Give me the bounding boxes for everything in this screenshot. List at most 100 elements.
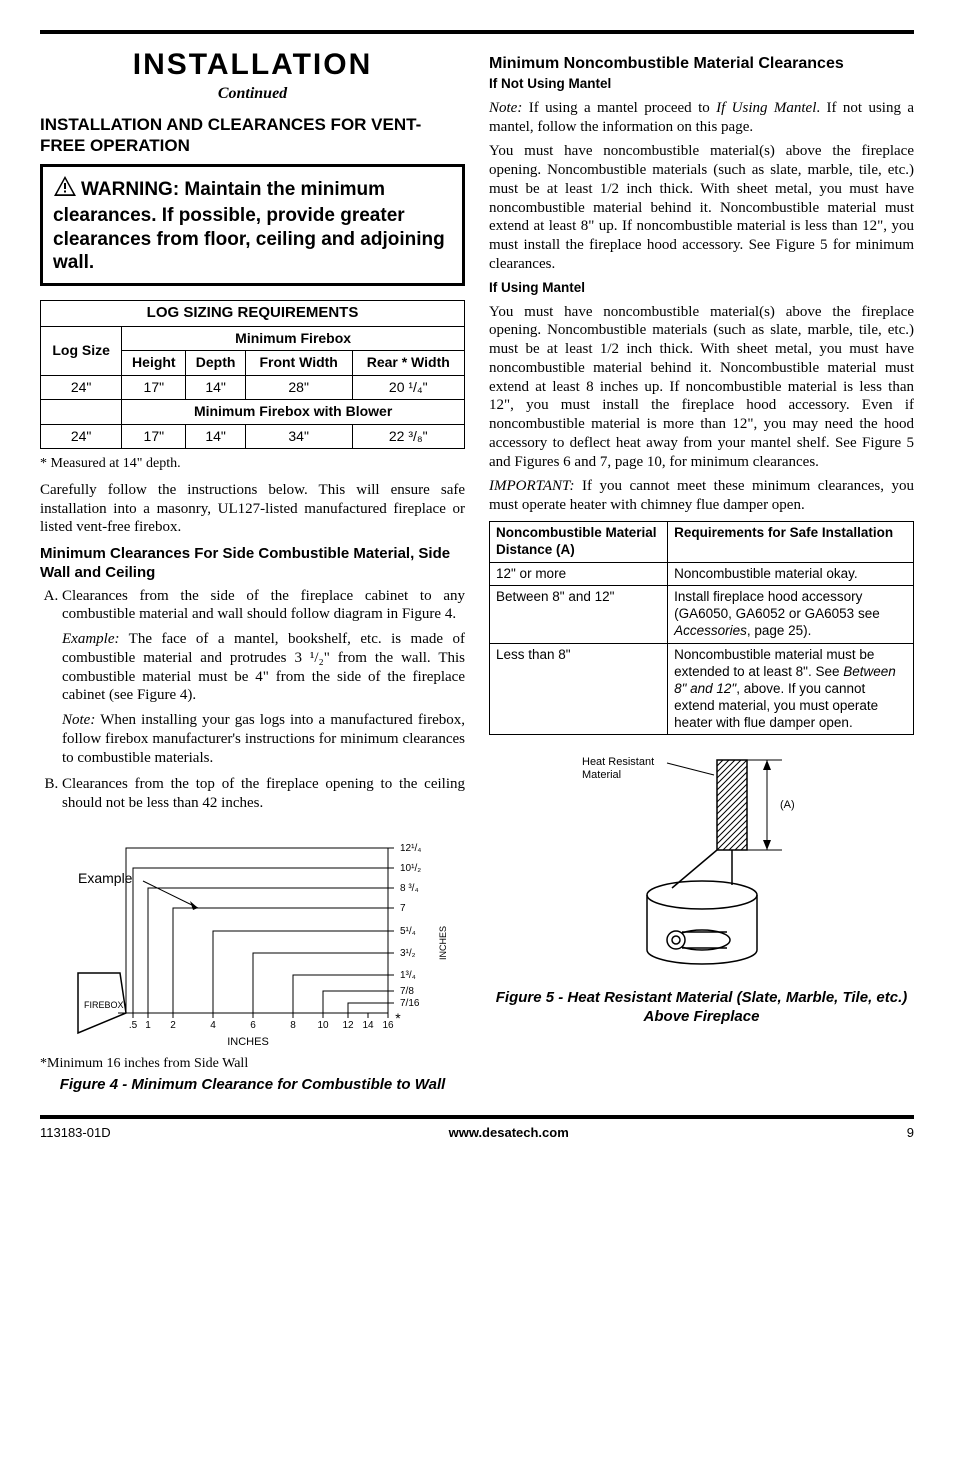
page-title: INSTALLATION — [40, 46, 465, 84]
rh-sub2: If Using Mantel — [489, 280, 914, 297]
req-r3a: Less than 8" — [490, 644, 668, 735]
requirements-table: Noncombustible Material Distance (A) Req… — [489, 521, 914, 736]
example-lead: Example: — [62, 631, 119, 647]
th-front: Front Width — [245, 351, 352, 376]
subhead-clearances: Minimum Clearances For Side Combustible … — [40, 545, 465, 583]
footer-center: www.desatech.com — [449, 1125, 569, 1141]
figure-4-svg: FIREBOX .5 1 2 — [48, 823, 458, 1053]
r1-height: 17" — [122, 375, 186, 400]
r1-front: 28" — [245, 375, 352, 400]
figure-4-caption: Figure 4 - Minimum Clearance for Combust… — [40, 1076, 465, 1095]
left-column: INSTALLATION Continued INSTALLATION AND … — [40, 46, 465, 1095]
log-table-title: LOG SIZING REQUIREMENTS — [41, 301, 465, 327]
table-footnote: * Measured at 14" depth. — [40, 455, 465, 473]
yt5: 3¹/₂ — [400, 948, 416, 959]
note-body: When installing your gas logs into a man… — [62, 712, 465, 766]
yt4: 5¹/₄ — [400, 926, 416, 937]
right-column: Minimum Noncombustible Material Clearanc… — [489, 46, 914, 1095]
fig5-a-label: (A) — [780, 799, 795, 811]
figure-5-caption: Figure 5 - Heat Resistant Material (Slat… — [489, 989, 914, 1027]
req-r2a: Between 8" and 12" — [490, 586, 668, 644]
xt-star: * — [395, 1010, 401, 1026]
fig4-firebox-label: FIREBOX — [84, 1000, 124, 1010]
rh-p2: You must have noncombustible material(s)… — [489, 142, 914, 273]
r2-height: 17" — [122, 424, 186, 449]
req-r2b-ital: Accessories — [674, 623, 747, 638]
req-r1a: 12" or more — [490, 562, 668, 586]
blower-spacer — [41, 400, 122, 425]
list-item-a: Clearances from the side of the fireplac… — [62, 587, 465, 768]
r2-front: 34" — [245, 424, 352, 449]
li-a-text: Clearances from the side of the fireplac… — [62, 588, 465, 623]
req-r3b: Noncombustible material must be extended… — [668, 644, 914, 735]
section-heading: INSTALLATION AND CLEARANCES FOR VENT-FRE… — [40, 114, 465, 157]
example-body: The face of a mantel, bookshelf, etc. is… — [62, 631, 465, 703]
note-lead: Note: — [62, 712, 95, 728]
yt2: 8 ³/₄ — [400, 883, 419, 894]
yt3: 7 — [400, 903, 406, 914]
log-sizing-table: LOG SIZING REQUIREMENTS Log Size Minimum… — [40, 300, 465, 449]
rh-p3: You must have noncombustible material(s)… — [489, 303, 914, 472]
rh-note-p: Note: If using a mantel proceed to If Us… — [489, 99, 914, 137]
xt5: 8 — [290, 1020, 296, 1031]
footer-left: 113183-01D — [40, 1125, 111, 1141]
rh-note-lead: Note: — [489, 100, 522, 116]
r1-depth: 14" — [186, 375, 245, 400]
xt2: 2 — [170, 1020, 176, 1031]
r1-size: 24" — [41, 375, 122, 400]
continued-label: Continued — [40, 84, 465, 104]
yt7: 7/8 — [400, 986, 414, 997]
rh-note-a: If using a mantel proceed to — [522, 100, 716, 116]
warning-box: WARNING: Maintain the minimum clearances… — [40, 164, 465, 286]
page-footer: 113183-01D www.desatech.com 9 — [40, 1125, 914, 1141]
warning-text: WARNING: Maintain the minimum clearances… — [53, 179, 445, 273]
req-r1b: Noncombustible material okay. — [668, 562, 914, 586]
two-column-layout: INSTALLATION Continued INSTALLATION AND … — [40, 46, 914, 1095]
rule-top — [40, 30, 914, 34]
yt0: 12¹/₄ — [400, 843, 421, 854]
th-log-size: Log Size — [41, 326, 122, 375]
xt7: 12 — [342, 1020, 354, 1031]
th-depth: Depth — [186, 351, 245, 376]
th-blower: Minimum Firebox with Blower — [122, 400, 465, 425]
list-item-b: Clearances from the top of the fireplace… — [62, 775, 465, 813]
fig4-example-label: Example — [78, 870, 133, 886]
yt6: 1³/₄ — [400, 970, 416, 981]
fig4-y-axis: INCHES — [438, 926, 448, 960]
yt8: 7/16 — [400, 998, 420, 1009]
req-r2b-a: Install fireplace hood accessory (GA6050… — [674, 589, 880, 621]
req-r2b-tail: , page 25). — [747, 623, 812, 638]
r2-depth: 14" — [186, 424, 245, 449]
fig4-min-note: *Minimum 16 inches from Side Wall — [40, 1055, 465, 1073]
req-r2b: Install fireplace hood accessory (GA6050… — [668, 586, 914, 644]
fig5-hr-label2: Material — [582, 769, 621, 781]
req-h1: Noncombustible Material Distance (A) — [490, 521, 668, 562]
rule-bottom — [40, 1115, 914, 1119]
xt1: 1 — [145, 1020, 151, 1031]
r1-rear: 20 ¹/₄" — [352, 375, 464, 400]
figure-5-svg: (A) Heat Resistant Material — [552, 745, 852, 985]
yt1: 10¹/₂ — [400, 863, 421, 874]
clearance-list: Clearances from the side of the fireplac… — [40, 587, 465, 813]
th-height: Height — [122, 351, 186, 376]
rh-head: Minimum Noncombustible Material Clearanc… — [489, 54, 914, 74]
req-h2: Requirements for Safe Installation — [668, 521, 914, 562]
rh-sub1: If Not Using Mantel — [489, 76, 914, 93]
fig5-hr-label1: Heat Resistant — [582, 756, 654, 768]
xt8: 14 — [362, 1020, 374, 1031]
intro-paragraph: Carefully follow the instructions below.… — [40, 481, 465, 537]
rh-imp-lead: IMPORTANT: — [489, 478, 575, 494]
footer-right: 9 — [907, 1125, 914, 1141]
xt0: .5 — [128, 1020, 137, 1031]
th-rear: Rear * Width — [352, 351, 464, 376]
example-block: Example: The face of a mantel, bookshelf… — [62, 630, 465, 705]
xt4: 6 — [250, 1020, 256, 1031]
r2-rear: 22 ³/₈" — [352, 424, 464, 449]
r2-size: 24" — [41, 424, 122, 449]
rh-note-ital: If Using Mantel — [716, 100, 816, 116]
li-b-text: Clearances from the top of the fireplace… — [62, 776, 465, 811]
xt9: 16 — [382, 1020, 394, 1031]
note-block: Note: When installing your gas logs into… — [62, 711, 465, 767]
xt3: 4 — [210, 1020, 216, 1031]
fig4-x-axis: INCHES — [227, 1036, 269, 1048]
